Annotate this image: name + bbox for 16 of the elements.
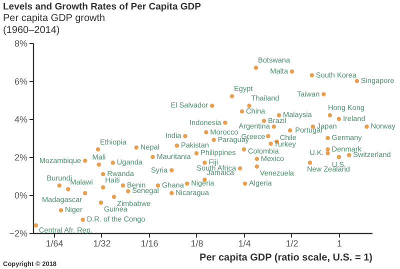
y-tick-label: 0% xyxy=(14,190,28,200)
x-tick-label: 1/2 xyxy=(286,238,298,248)
x-tick-label: 1 xyxy=(336,238,342,248)
x-tick-label: 1/4 xyxy=(238,238,251,248)
y-tick-label: −2% xyxy=(9,228,28,238)
x-axis-title: Per capita GDP (ratio scale, U.S. = 1) xyxy=(200,252,372,264)
x-tick-label: 1/8 xyxy=(190,238,204,248)
x-tick-label: 1/64 xyxy=(46,238,64,248)
chart-title: Levels and Growth Rates of Per Capita GDP xyxy=(3,2,202,12)
y-tick-label: 6% xyxy=(14,76,28,86)
y-axis-title: Per capita GDP growth (1960–2014) xyxy=(3,13,106,36)
y-tick-label: 8% xyxy=(14,38,28,48)
x-tick-label: 1/32 xyxy=(93,238,111,248)
x-tick-label: 1/16 xyxy=(140,238,158,248)
y-tick-label: 2% xyxy=(14,152,28,162)
y-tick-label: 4% xyxy=(14,114,28,124)
